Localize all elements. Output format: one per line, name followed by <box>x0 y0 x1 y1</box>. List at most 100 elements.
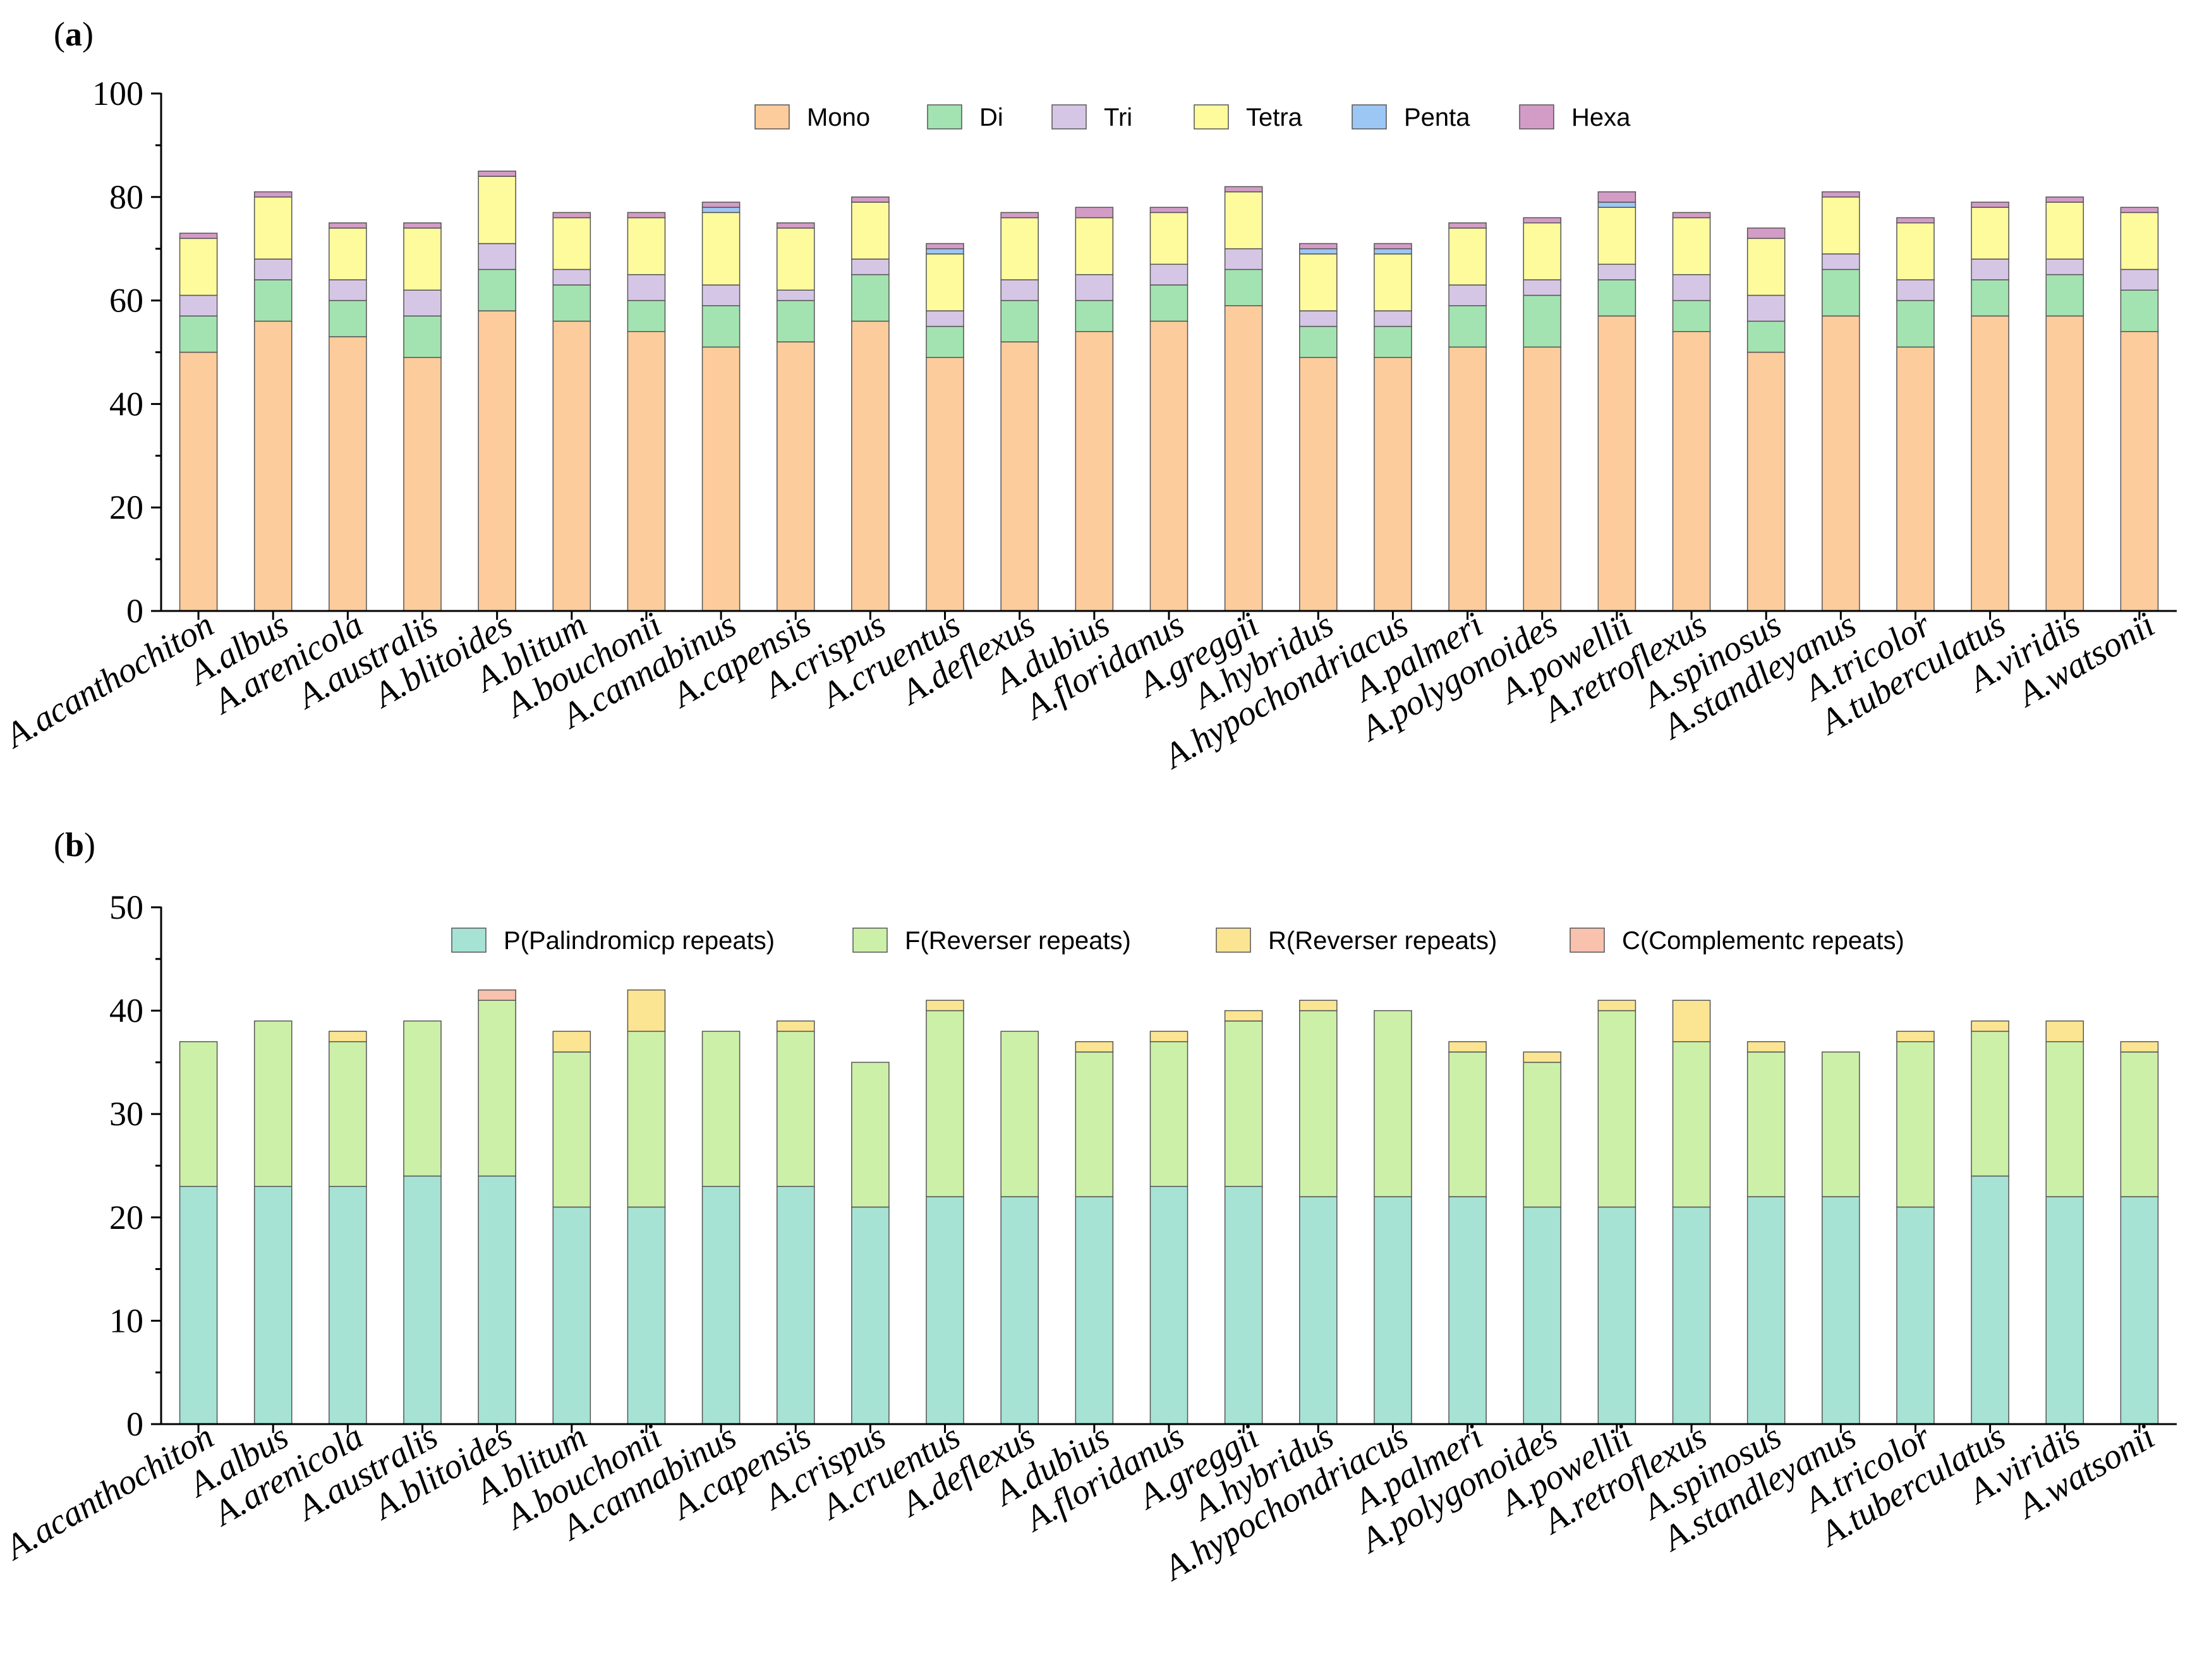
bar-hexa-a-hybridus <box>1299 243 1338 250</box>
bar-tri-a-capensis <box>776 289 815 301</box>
legend-swatch <box>852 928 888 953</box>
bar-f-reverser-repeats-a-hypochondriacus <box>1374 1010 1412 1197</box>
y-tick-label: 100 <box>92 75 143 112</box>
bar-f-reverser-repeats-a-standleyanus <box>1822 1051 1860 1197</box>
y-tick-label: 30 <box>109 1095 143 1133</box>
bar-p-palindromicp-repeats-a-powellii <box>1597 1206 1636 1425</box>
bar-p-palindromicp-repeats-a-dubius <box>1075 1196 1114 1425</box>
bar-p-palindromicp-repeats-a-standleyanus <box>1822 1196 1860 1425</box>
bar-penta-a-cannabinus <box>701 207 741 214</box>
bar-di-a-blitum <box>552 284 591 322</box>
bar-di-a-polygonoides <box>1523 294 1562 348</box>
bar-hexa-a-cruentus <box>926 243 964 250</box>
legend-label: Tri <box>1104 104 1132 131</box>
legend-swatch <box>451 928 487 953</box>
y-tick-label: 40 <box>109 992 143 1030</box>
bar-mono-a-crispus <box>851 320 890 612</box>
bar-p-palindromicp-repeats-a-greggii <box>1224 1185 1263 1425</box>
bar-tetra-a-viridis <box>2045 202 2084 260</box>
bar-tetra-a-blitum <box>552 217 591 270</box>
bar-tetra-a-spinosus <box>1746 238 1786 296</box>
bar-hexa-a-spinosus <box>1746 227 1786 239</box>
bar-tri-a-viridis <box>2045 258 2084 275</box>
bar-hexa-a-cannabinus <box>701 202 741 208</box>
legend-label: Penta <box>1404 104 1470 131</box>
panel-label: (b) <box>54 826 95 864</box>
bar-mono-a-bouchonii <box>627 330 666 612</box>
bar-r-reverser-repeats-a-blitum <box>552 1030 591 1053</box>
bar-f-reverser-repeats-a-polygonoides <box>1523 1061 1562 1208</box>
bar-p-palindromicp-repeats-a-hypochondriacus <box>1374 1196 1412 1425</box>
bar-tri-a-blitum <box>552 269 591 286</box>
bar-mono-a-standleyanus <box>1822 315 1860 612</box>
bar-di-a-powellii <box>1597 279 1636 317</box>
bars <box>179 171 2159 612</box>
bar-f-reverser-repeats-a-dubius <box>1075 1051 1114 1197</box>
bar-mono-a-greggii <box>1224 305 1263 612</box>
bar-tri-a-floridanus <box>1149 263 1189 286</box>
bar-hexa-a-hypochondriacus <box>1374 243 1412 250</box>
bar-mono-a-albus <box>253 320 293 612</box>
bar-di-a-hybridus <box>1299 325 1338 358</box>
bar-tetra-a-acanthochiton <box>179 238 218 296</box>
bar-r-reverser-repeats-a-polygonoides <box>1523 1051 1562 1063</box>
bar-hexa-a-palmeri <box>1448 222 1487 229</box>
bar-tri-a-deflexus <box>1000 279 1039 301</box>
y-tick-label: 60 <box>109 282 143 320</box>
legend-swatch <box>1570 928 1605 953</box>
bar-p-palindromicp-repeats-a-cannabinus <box>701 1185 741 1425</box>
bar-hexa-a-deflexus <box>1000 212 1039 219</box>
bar-tetra-a-australis <box>403 227 442 291</box>
legend-swatch <box>1519 104 1554 130</box>
bar-tri-a-powellii <box>1597 263 1636 281</box>
bar-p-palindromicp-repeats-a-viridis <box>2045 1196 2084 1425</box>
bar-r-reverser-repeats-a-palmeri <box>1448 1041 1487 1053</box>
bar-di-a-tricolor <box>1896 299 1935 348</box>
bar-tetra-a-blitoides <box>478 176 516 245</box>
legend-item-p-palindromicp-repeats: P(Palindromicp repeats) <box>451 927 775 955</box>
bar-di-a-retroflexus <box>1672 299 1711 332</box>
bar-hexa-a-capensis <box>776 222 815 229</box>
bar-p-palindromicp-repeats-a-cruentus <box>926 1196 964 1425</box>
legend-item-r-reverser-repeats: R(Reverser repeats) <box>1216 927 1497 955</box>
bar-hexa-a-tricolor <box>1896 217 1935 224</box>
bar-r-reverser-repeats-a-watsonii <box>2120 1041 2159 1053</box>
y-tick-label: 0 <box>126 592 143 630</box>
legend-label: R(Reverser repeats) <box>1268 927 1497 955</box>
bar-di-a-crispus <box>851 274 890 322</box>
bar-tri-a-palmeri <box>1448 284 1487 306</box>
bar-hexa-a-watsonii <box>2120 207 2159 214</box>
bar-mono-a-capensis <box>776 341 815 612</box>
legend: Mono Di Tri Tetra Penta Hexa <box>754 104 1631 131</box>
bar-mono-a-hybridus <box>1299 356 1338 612</box>
bar-di-a-bouchonii <box>627 299 666 332</box>
bar-tri-a-crispus <box>851 258 890 275</box>
bar-p-palindromicp-repeats-a-palmeri <box>1448 1196 1487 1425</box>
bar-tetra-a-cruentus <box>926 253 964 311</box>
bar-hexa-a-powellii <box>1597 191 1636 203</box>
bar-p-palindromicp-repeats-a-capensis <box>776 1185 815 1425</box>
bar-tri-a-blitoides <box>478 243 516 270</box>
bar-di-a-capensis <box>776 299 815 342</box>
bar-r-reverser-repeats-a-greggii <box>1224 1010 1263 1022</box>
bar-tetra-a-floridanus <box>1149 212 1189 265</box>
bar-p-palindromicp-repeats-a-watsonii <box>2120 1196 2159 1425</box>
bar-hexa-a-viridis <box>2045 196 2084 203</box>
bar-tetra-a-albus <box>253 196 293 260</box>
bar-di-a-blitoides <box>478 269 516 311</box>
bar-tri-a-watsonii <box>2120 269 2159 291</box>
bar-p-palindromicp-repeats-a-tuberculatus <box>1971 1175 2009 1425</box>
bar-tri-a-arenicola <box>329 279 367 301</box>
bar-mono-a-spinosus <box>1746 351 1786 612</box>
bar-tetra-a-crispus <box>851 202 890 260</box>
bar-mono-a-deflexus <box>1000 341 1039 612</box>
y-tick-label: 20 <box>109 488 143 526</box>
y-tick-label: 50 <box>109 888 143 926</box>
bar-f-reverser-repeats-a-crispus <box>851 1061 890 1208</box>
bar-mono-a-tuberculatus <box>1971 315 2009 612</box>
bar-di-a-hypochondriacus <box>1374 325 1412 358</box>
bar-di-a-albus <box>253 279 293 322</box>
bar-r-reverser-repeats-a-spinosus <box>1746 1041 1786 1053</box>
bar-di-a-spinosus <box>1746 320 1786 353</box>
bar-mono-a-acanthochiton <box>179 351 218 612</box>
